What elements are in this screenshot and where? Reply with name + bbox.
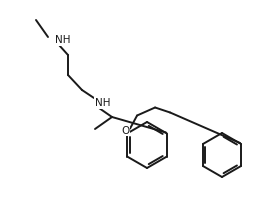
Text: O: O bbox=[121, 125, 129, 136]
Text: NH: NH bbox=[95, 98, 111, 108]
Text: NH: NH bbox=[55, 35, 70, 45]
